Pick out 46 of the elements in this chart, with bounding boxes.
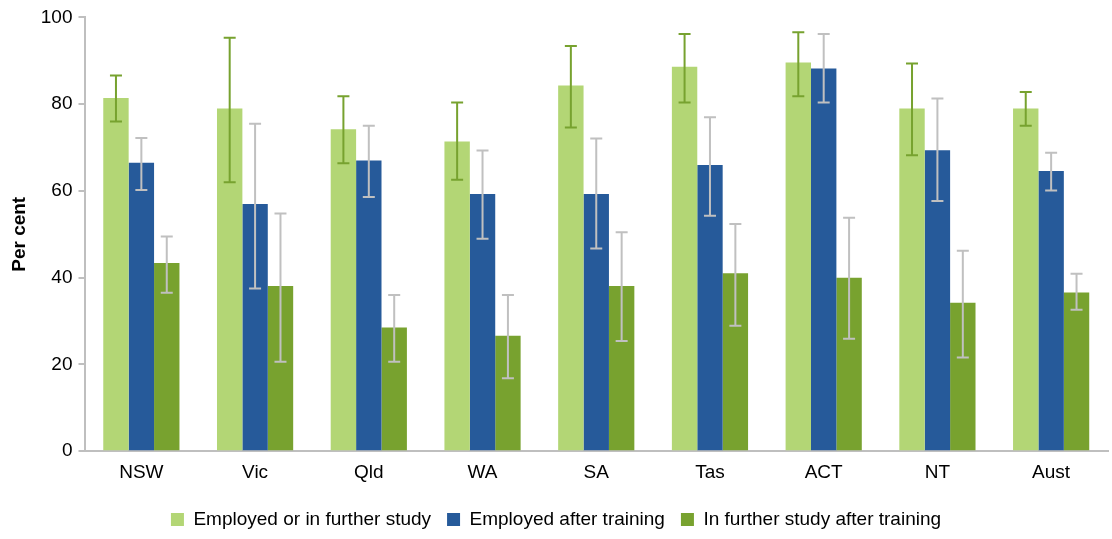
bar [608,285,635,451]
legend-label: Employed after training [469,507,665,529]
x-tick-label: Vic [242,460,269,482]
bar [216,108,243,451]
x-tick-label: Qld [354,460,384,482]
y-tick-label: 0 [61,439,73,461]
bar [671,66,698,451]
bar [785,62,811,451]
y-axis-title: Per cent [7,196,29,272]
bar [444,141,470,451]
bar [1038,170,1064,451]
bar [381,327,407,451]
x-tick-label: NSW [119,460,164,482]
x-tick-label: ACT [804,460,844,482]
bar [242,203,268,451]
bar [558,85,584,451]
x-tick-label: Aust [1032,460,1071,482]
bar [899,108,925,451]
legend-label: In further study after training [703,507,942,529]
y-tick-label: 20 [51,352,73,374]
x-tick-label: Tas [695,460,725,482]
bar [128,162,155,451]
y-tick-label: 40 [51,265,73,287]
y-tick-label: 100 [40,5,73,27]
bar [722,273,749,451]
x-tick-label: WA [467,460,498,482]
bar [697,164,723,451]
x-tick-label: SA [583,460,610,482]
bar [836,277,862,451]
bar [583,193,609,451]
bar [469,193,496,451]
legend-label: Employed or in further study [193,507,432,529]
bar [495,335,521,451]
bar [103,98,129,451]
bar [950,302,976,451]
bar [811,68,837,451]
x-tick-label: NT [924,460,951,482]
bar [356,160,382,451]
bar [924,150,951,451]
bar [330,129,357,451]
bar [1013,108,1039,451]
y-tick-label: 60 [51,179,73,201]
bar [1063,292,1090,451]
y-tick-label: 80 [51,92,73,114]
bar [154,262,180,451]
bar [267,285,294,451]
